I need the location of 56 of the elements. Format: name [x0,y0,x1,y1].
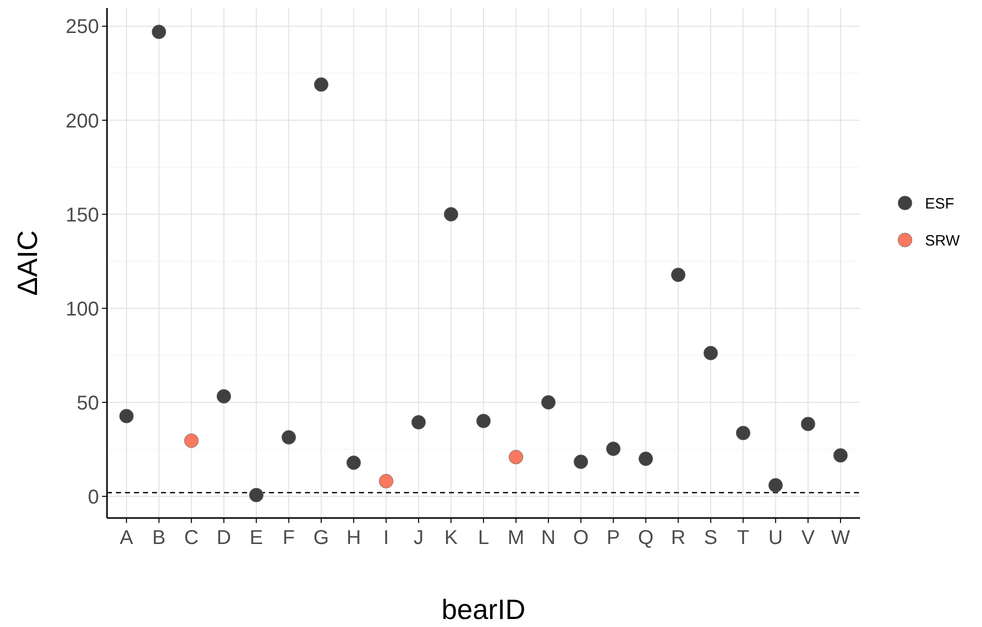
point [833,448,848,463]
point [184,433,199,448]
y-tick-label: 200 [66,110,99,132]
x-tick-label: R [671,527,686,549]
x-tick-label: S [704,527,718,549]
y-tick-label: 100 [66,298,99,320]
point [411,415,426,430]
point [703,346,718,360]
x-axis-title: bearID [441,594,526,625]
x-tick-label: D [216,527,232,549]
point [638,452,654,466]
x-tick-label: T [737,527,750,549]
x-tick-label: B [152,527,166,549]
point [508,450,524,464]
point [314,77,328,92]
point [736,426,750,440]
x-tick-label: Q [638,527,654,549]
y-tick-label: 0 [88,486,99,508]
point [444,207,458,222]
legend-label: SRW [925,232,961,250]
x-tick-label: O [573,527,589,549]
point [574,454,588,470]
point [378,474,394,488]
x-tick-label: W [831,527,850,549]
point [670,268,686,282]
x-tick-label: J [414,527,424,549]
y-tick-label: 50 [76,392,99,414]
x-tick-label: U [768,527,783,549]
x-tick-label: I [383,527,389,549]
x-tick-label: K [444,527,458,549]
x-tick-label: F [282,527,295,549]
legend-label: ESF [925,195,954,212]
x-tick-label: L [478,527,490,549]
x-tick-label: C [184,527,199,549]
x-tick-label: V [801,527,816,549]
point [152,24,166,40]
point [346,455,361,470]
x-tick-label: N [541,527,556,549]
point [119,408,134,424]
point [476,414,491,428]
x-tick-label: E [250,527,263,549]
point [282,430,296,445]
x-tick-label: H [346,527,361,549]
x-tick-label: P [606,527,620,549]
point [541,395,556,410]
point [216,389,232,404]
point [800,416,816,432]
point [606,442,621,456]
x-tick-label: G [313,527,329,549]
y-axis-title: ΔAIC [12,230,43,296]
y-tick-label: 250 [66,16,99,38]
y-tick-label: 150 [66,204,99,226]
x-tick-label: M [508,527,524,549]
point [249,488,264,502]
x-tick-label: A [120,527,134,549]
point [768,478,783,493]
